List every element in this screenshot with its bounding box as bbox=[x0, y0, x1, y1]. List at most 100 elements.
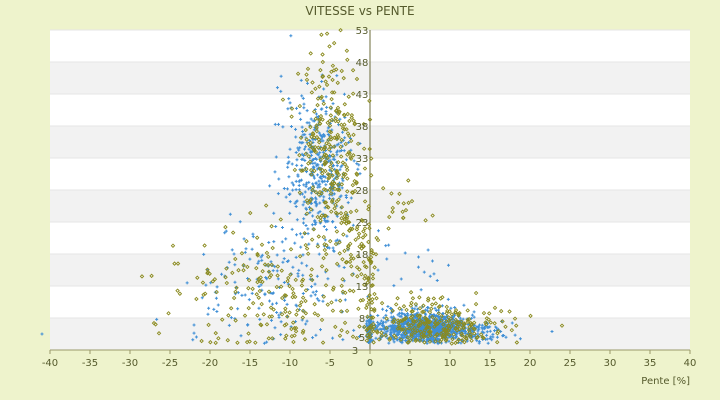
scatter-point bbox=[334, 298, 338, 302]
scatter-point bbox=[335, 74, 339, 78]
scatter-point bbox=[273, 122, 277, 126]
scatter-point bbox=[405, 321, 411, 327]
scatter-point bbox=[333, 202, 338, 208]
scatter-point bbox=[289, 125, 293, 129]
scatter-point bbox=[326, 74, 332, 79]
scatter-point bbox=[341, 130, 345, 134]
y-tick-label: 43 bbox=[356, 90, 369, 101]
x-axis-label: Pente [%] bbox=[641, 376, 690, 387]
scatter-point bbox=[417, 313, 422, 318]
scatter-point bbox=[328, 105, 334, 110]
scatter-point bbox=[343, 290, 348, 296]
scatter-point bbox=[304, 137, 309, 142]
scatter-point bbox=[195, 275, 200, 280]
scatter-point bbox=[286, 187, 290, 191]
scatter-point bbox=[324, 220, 328, 224]
scatter-point bbox=[339, 141, 343, 145]
scatter-point bbox=[303, 127, 309, 133]
scatter-point bbox=[305, 121, 309, 125]
scatter-point bbox=[406, 326, 412, 331]
scatter-point bbox=[366, 206, 371, 212]
scatter-point bbox=[315, 297, 319, 301]
scatter-point bbox=[304, 198, 310, 203]
data-points bbox=[40, 27, 565, 346]
scatter-point bbox=[365, 319, 369, 323]
scatter-point bbox=[405, 335, 411, 340]
scatter-point bbox=[339, 283, 344, 289]
scatter-point bbox=[255, 251, 260, 257]
scatter-point bbox=[350, 67, 356, 73]
scatter-point bbox=[456, 337, 461, 342]
scatter-point bbox=[336, 134, 341, 140]
scatter-point bbox=[223, 231, 227, 235]
scatter-point bbox=[344, 216, 350, 222]
scatter-point bbox=[416, 324, 421, 329]
scatter-point bbox=[335, 170, 340, 175]
scatter-point bbox=[459, 331, 464, 336]
scatter-point bbox=[361, 244, 366, 249]
scatter-point bbox=[326, 147, 332, 152]
scatter-point bbox=[370, 321, 376, 327]
scatter-point bbox=[342, 122, 347, 127]
scatter-point bbox=[300, 308, 306, 314]
scatter-point bbox=[360, 235, 366, 240]
scatter-point bbox=[392, 333, 397, 338]
scatter-point bbox=[364, 338, 370, 343]
scatter-point bbox=[379, 319, 383, 323]
scatter-point bbox=[362, 199, 368, 204]
scatter-point bbox=[359, 241, 364, 247]
scatter-point bbox=[302, 231, 307, 236]
scatter-point bbox=[492, 305, 498, 311]
scatter-point bbox=[472, 326, 477, 332]
scatter-point bbox=[528, 313, 533, 319]
scatter-point bbox=[284, 322, 289, 327]
scatter-point bbox=[227, 323, 231, 327]
scatter-point bbox=[320, 80, 324, 84]
chart-title: VITESSE vs PENTE bbox=[305, 4, 414, 18]
scatter-point bbox=[239, 251, 245, 256]
scatter-point bbox=[315, 152, 319, 156]
scatter-point bbox=[336, 159, 341, 165]
scatter-point bbox=[290, 162, 294, 166]
scatter-point bbox=[513, 323, 519, 328]
scatter-point bbox=[459, 341, 463, 345]
y-tick-label: 38 bbox=[356, 122, 369, 133]
scatter-point bbox=[408, 337, 413, 343]
scatter-point bbox=[271, 291, 275, 295]
scatter-point bbox=[310, 285, 314, 289]
scatter-point bbox=[339, 220, 344, 226]
scatter-point bbox=[379, 300, 385, 306]
scatter-point bbox=[313, 156, 317, 160]
scatter-point bbox=[325, 179, 329, 183]
scatter-point bbox=[491, 332, 495, 336]
scatter-point bbox=[341, 232, 346, 237]
scatter-point bbox=[320, 167, 325, 173]
scatter-point bbox=[323, 187, 329, 193]
scatter-point bbox=[304, 185, 308, 189]
y-tick-label: 13 bbox=[356, 282, 369, 293]
scatter-point bbox=[417, 295, 422, 300]
scatter-point bbox=[257, 306, 261, 310]
scatter-point bbox=[340, 164, 344, 168]
scatter-point bbox=[238, 220, 242, 224]
scatter-point bbox=[214, 289, 219, 295]
scatter-point bbox=[280, 240, 284, 244]
scatter-point bbox=[344, 48, 350, 54]
scatter-point bbox=[446, 324, 451, 329]
scatter-point bbox=[332, 249, 336, 253]
scatter-point bbox=[500, 319, 505, 324]
scatter-point bbox=[436, 342, 440, 346]
scatter-point bbox=[348, 156, 354, 161]
scatter-point bbox=[239, 334, 243, 338]
scatter-point bbox=[153, 322, 158, 327]
scatter-point bbox=[370, 283, 375, 288]
scatter-point bbox=[290, 181, 294, 185]
scatter-point bbox=[416, 265, 420, 269]
scatter-point bbox=[387, 341, 391, 345]
scatter-point bbox=[248, 257, 252, 261]
scatter-point bbox=[208, 339, 213, 345]
x-tick-label: -15 bbox=[242, 358, 258, 369]
scatter-point bbox=[297, 303, 303, 308]
scatter-point bbox=[483, 321, 489, 327]
scatter-point bbox=[267, 241, 271, 245]
